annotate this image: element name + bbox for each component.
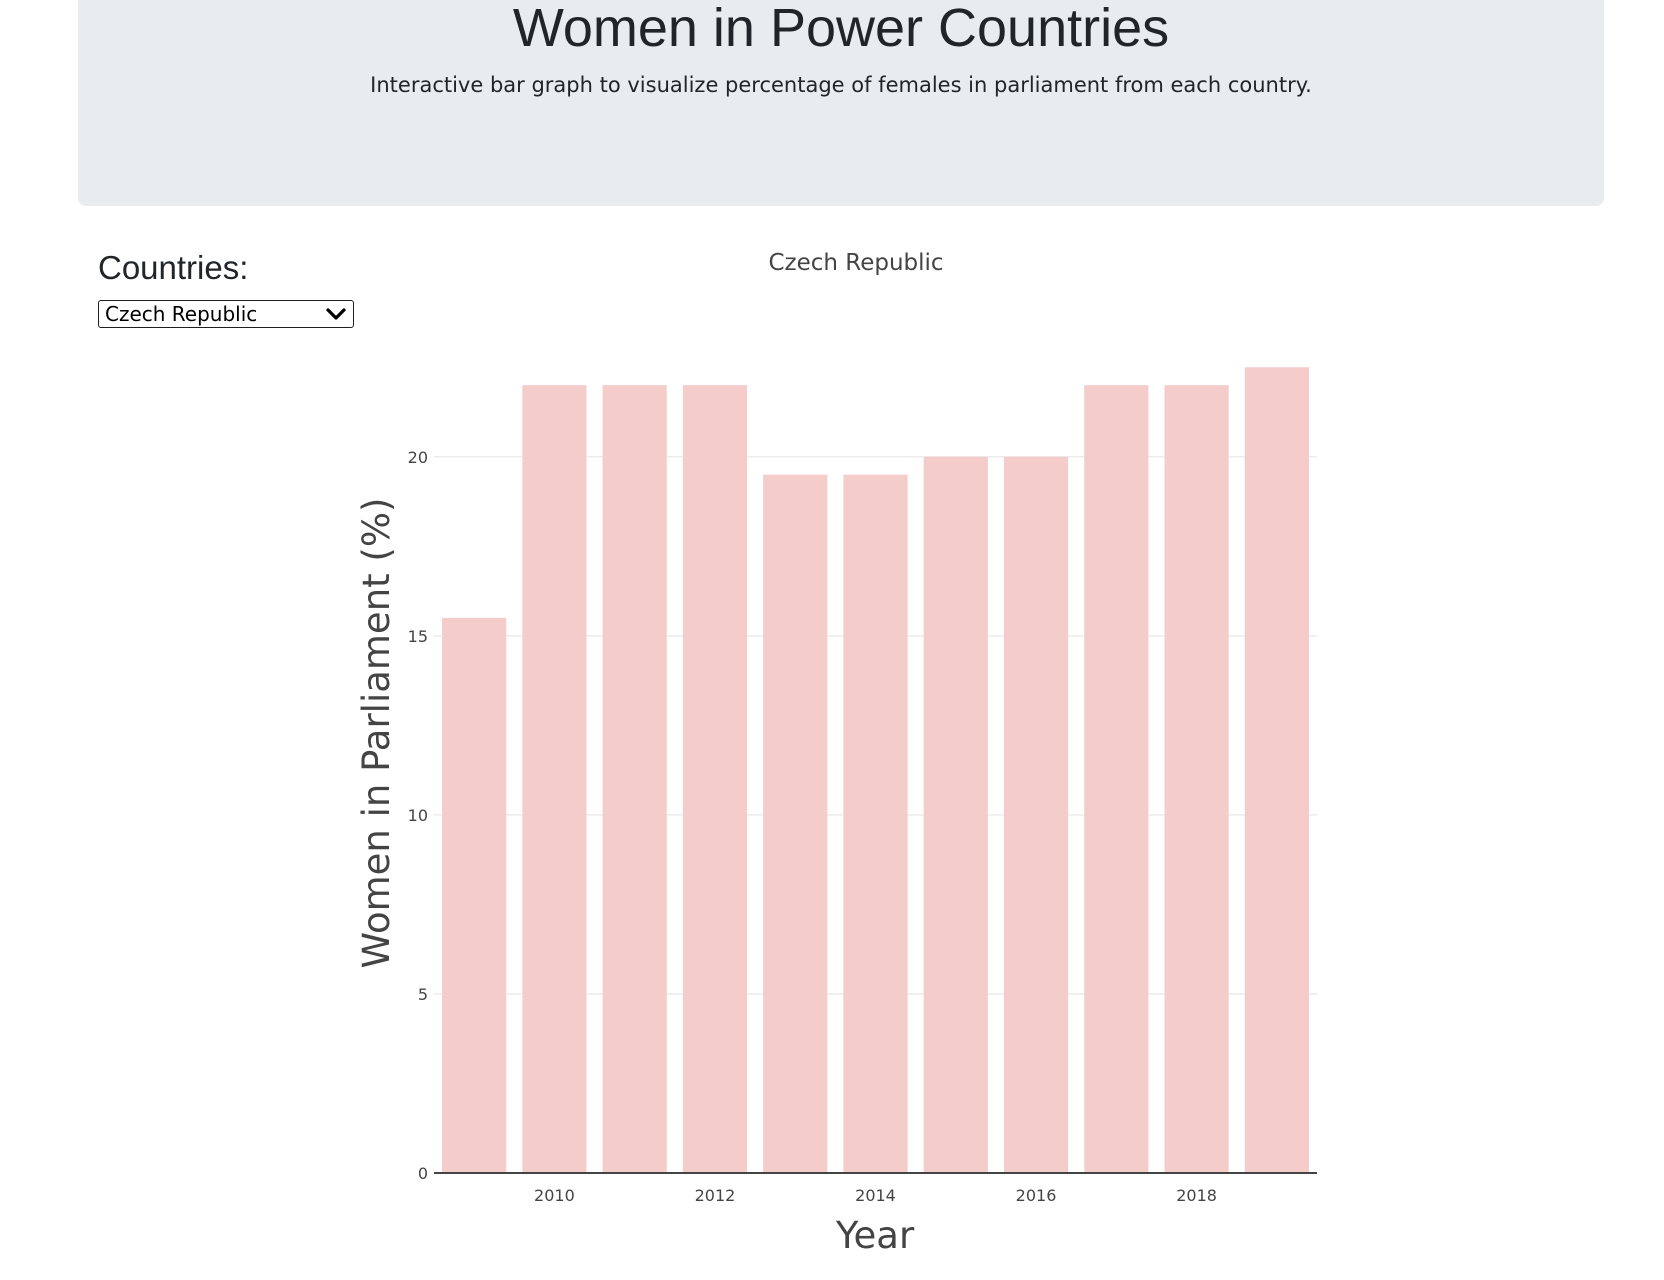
bar-2013[interactable] xyxy=(763,474,828,1174)
bar-2012[interactable] xyxy=(682,385,748,1174)
x-tick-labels: 2010 2012 2014 2016 2018 xyxy=(534,1186,1217,1205)
bar-2017[interactable] xyxy=(1084,385,1149,1174)
x-tick-label: 2014 xyxy=(855,1186,896,1205)
bar-2015[interactable] xyxy=(923,456,988,1173)
y-tick-label: 5 xyxy=(418,985,428,1004)
chevron-down-icon xyxy=(326,308,346,320)
chart-title: Czech Republic xyxy=(768,250,943,276)
page-title: Women in Power Countries xyxy=(512,0,1170,58)
page-subtitle: Interactive bar graph to visualize perce… xyxy=(370,73,1312,97)
y-tick-label: 10 xyxy=(408,806,428,825)
x-tick-label: 2010 xyxy=(534,1186,575,1205)
bar-2011[interactable] xyxy=(602,385,667,1174)
y-tick-labels: 0 5 10 15 20 xyxy=(408,448,428,1183)
bar-2014[interactable] xyxy=(843,474,908,1174)
bar-2009[interactable] xyxy=(442,617,507,1173)
bar-2018[interactable] xyxy=(1164,385,1229,1174)
bar-2019[interactable] xyxy=(1244,367,1309,1173)
x-tick-label: 2018 xyxy=(1176,1186,1217,1205)
country-select[interactable]: Czech Republic xyxy=(98,300,354,328)
bars xyxy=(442,367,1309,1174)
y-tick-label: 20 xyxy=(408,448,428,467)
x-axis-title: Year xyxy=(835,1214,915,1257)
bar-2016[interactable] xyxy=(1003,456,1069,1173)
header-banner: Women in Power Countries Interactive bar… xyxy=(78,0,1604,206)
countries-label: Countries: xyxy=(98,249,249,286)
country-select-value: Czech Republic xyxy=(105,302,258,326)
y-tick-label: 15 xyxy=(408,627,428,646)
x-tick-label: 2016 xyxy=(1016,1186,1057,1205)
y-axis-title: Women in Parliament (%) xyxy=(355,498,398,969)
y-tick-label: 0 xyxy=(418,1164,428,1183)
x-tick-label: 2012 xyxy=(695,1186,736,1205)
bar-2010[interactable] xyxy=(522,385,587,1174)
